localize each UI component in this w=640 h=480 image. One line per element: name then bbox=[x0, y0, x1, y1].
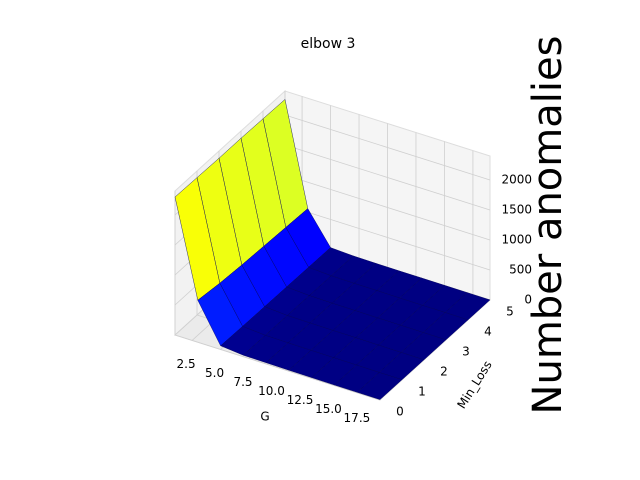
grid-line bbox=[284, 144, 491, 211]
x-tick-label: 17.5 bbox=[344, 411, 371, 425]
y-tick-label: 2 bbox=[440, 365, 448, 379]
z-tick-label: 1000 bbox=[501, 233, 532, 247]
x-tick-label: 12.5 bbox=[287, 393, 314, 407]
grid-line bbox=[174, 334, 381, 401]
y-tick-label: 4 bbox=[484, 325, 492, 339]
x-tick-label: 7.5 bbox=[233, 375, 252, 389]
grid-line bbox=[284, 114, 491, 181]
z-axis-label: Number anomalies bbox=[525, 36, 571, 415]
z-tick-label: 2000 bbox=[501, 173, 532, 187]
grid-line bbox=[284, 174, 491, 241]
z-tick-label: 1500 bbox=[501, 203, 532, 217]
surface-cell bbox=[356, 372, 403, 400]
z-tick-label: 500 bbox=[509, 263, 532, 277]
y-tick-label: 3 bbox=[462, 345, 470, 359]
y-tick-label: 5 bbox=[506, 305, 514, 319]
chart-title: elbow 3 bbox=[301, 36, 356, 52]
x-tick-label: 10.0 bbox=[258, 384, 285, 398]
y-tick-label: 0 bbox=[396, 405, 404, 419]
grid-line bbox=[284, 204, 491, 271]
x-tick-label: 5.0 bbox=[205, 366, 224, 380]
x-axis-label: G bbox=[260, 410, 269, 424]
x-tick-label: 15.0 bbox=[315, 402, 342, 416]
y-tick-label: 1 bbox=[418, 385, 426, 399]
z-tick-label: 0 bbox=[524, 293, 532, 307]
x-tick-label: 2.5 bbox=[177, 357, 196, 371]
